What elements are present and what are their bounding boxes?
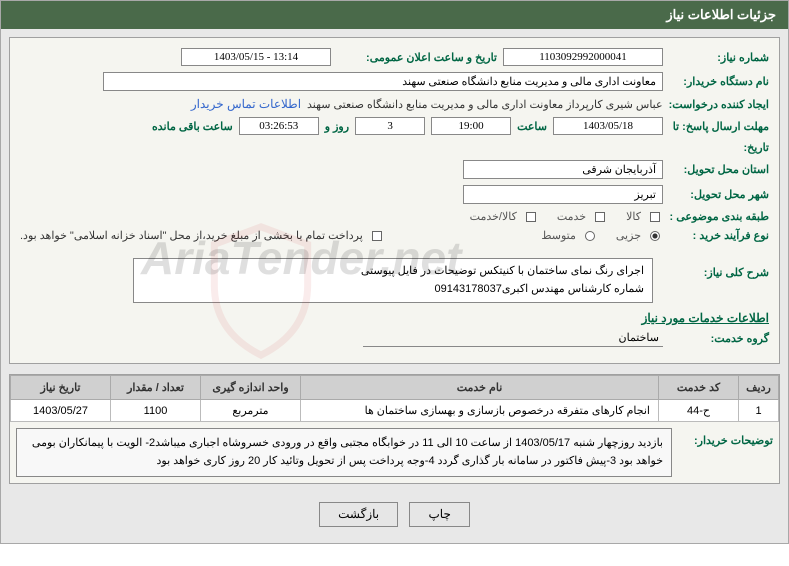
cell-name: انجام کارهای متفرقه درخصوص بازسازی و بهس… (301, 400, 659, 422)
service-checkbox (595, 212, 605, 222)
table-row: 1 ح-44 انجام کارهای متفرقه درخصوص بازساز… (11, 400, 779, 422)
announce-field: 1403/05/15 - 13:14 (181, 48, 331, 66)
announce-label: تاریخ و ساعت اعلان عمومی: (337, 51, 497, 64)
remaining-label: ساعت باقی مانده (152, 120, 233, 133)
province-label: استان محل تحویل: (669, 163, 769, 176)
th-code: کد خدمت (659, 376, 739, 400)
button-row: چاپ بازگشت (9, 494, 780, 535)
deadline-date-field: 1403/05/18 (553, 117, 663, 135)
deadline-label: مهلت ارسال پاسخ: تا (669, 120, 769, 133)
category-label: طبقه بندی موضوعی : (669, 210, 769, 223)
goods-label: کالا (626, 210, 641, 223)
cell-row: 1 (739, 400, 779, 422)
goods-checkbox (650, 212, 660, 222)
payment-note: پرداخت تمام یا بخشی از مبلغ خرید،از محل … (20, 229, 363, 242)
services-table: ردیف کد خدمت نام خدمت واحد اندازه گیری ت… (10, 375, 779, 422)
description-line2: شماره کارشناس مهندس اکبری09143178037 (142, 281, 644, 299)
city-label: شهر محل تحویل: (669, 188, 769, 201)
service-group-field: ساختمان (363, 329, 663, 347)
deadline-time-field: 19:00 (431, 117, 511, 135)
cell-date: 1403/05/27 (11, 400, 111, 422)
back-button[interactable]: بازگشت (319, 502, 398, 527)
days-label: روز و (325, 120, 349, 133)
request-creator-value: عباس شیری کارپرداز معاونت اداری مالی و م… (307, 98, 663, 111)
main-form-panel: شماره نیاز: 1103092992000041 تاریخ و ساع… (9, 37, 780, 364)
hours-remaining-field: 03:26:53 (239, 117, 319, 135)
cell-unit: مترمربع (201, 400, 301, 422)
payment-checkbox (372, 231, 382, 241)
th-unit: واحد اندازه گیری (201, 376, 301, 400)
partial-radio (650, 231, 660, 241)
cell-qty: 1100 (111, 400, 201, 422)
table-header-row: ردیف کد خدمت نام خدمت واحد اندازه گیری ت… (11, 376, 779, 400)
buyer-notes-box: بازدید روزچهار شنبه 1403/05/17 از ساعت 1… (16, 428, 672, 477)
description-box: اجرای رنگ نمای ساختمان با کنیتکس توضیحات… (133, 258, 653, 303)
th-name: نام خدمت (301, 376, 659, 400)
medium-radio (585, 231, 595, 241)
medium-label: متوسط (541, 229, 576, 242)
service-label: خدمت (557, 210, 586, 223)
services-table-container: ردیف کد خدمت نام خدمت واحد اندازه گیری ت… (9, 374, 780, 484)
need-number-label: شماره نیاز: (669, 51, 769, 64)
goods-service-checkbox (526, 212, 536, 222)
panel-header: جزئیات اطلاعات نیاز (1, 1, 788, 29)
buyer-contact-link[interactable]: اطلاعات تماس خریدار (191, 97, 301, 111)
city-field: تبریز (463, 185, 663, 204)
days-remaining-field: 3 (355, 117, 425, 135)
partial-label: جزیی (616, 229, 641, 242)
th-qty: تعداد / مقدار (111, 376, 201, 400)
print-button[interactable]: چاپ (409, 502, 469, 527)
description-label: شرح کلی نیاز: (659, 266, 769, 279)
request-creator-label: ایجاد کننده درخواست: (669, 98, 769, 111)
service-group-label: گروه خدمت: (669, 332, 769, 345)
goods-service-label: کالا/خدمت (470, 210, 517, 223)
services-section-title: اطلاعات خدمات مورد نیاز (20, 311, 769, 325)
buyer-notes-label: توضیحات خریدار: (678, 434, 773, 447)
date-sub-label: تاریخ: (669, 141, 769, 154)
buy-type-label: نوع فرآیند خرید : (669, 229, 769, 242)
time-label: ساعت (517, 120, 547, 133)
cell-code: ح-44 (659, 400, 739, 422)
buyer-org-field: معاونت اداری مالی و مدیریت منابع دانشگاه… (103, 72, 663, 91)
buyer-org-label: نام دستگاه خریدار: (669, 75, 769, 88)
th-row: ردیف (739, 376, 779, 400)
th-date: تاریخ نیاز (11, 376, 111, 400)
province-field: آذربایجان شرقی (463, 160, 663, 179)
description-line1: اجرای رنگ نمای ساختمان با کنیتکس توضیحات… (142, 263, 644, 281)
panel-title: جزئیات اطلاعات نیاز (666, 7, 776, 22)
need-number-field: 1103092992000041 (503, 48, 663, 66)
